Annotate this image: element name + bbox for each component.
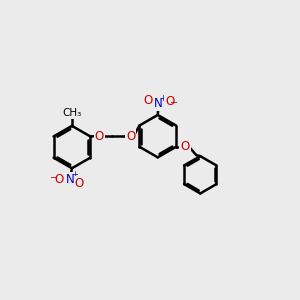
Text: +: + [71, 170, 78, 179]
Text: −: − [170, 98, 178, 108]
Text: O: O [94, 130, 104, 143]
Text: O: O [126, 130, 135, 143]
Text: O: O [180, 140, 190, 153]
Text: O: O [143, 94, 153, 107]
Text: N: N [154, 97, 163, 110]
Text: O: O [75, 177, 84, 190]
Text: O: O [165, 95, 174, 108]
Text: +: + [159, 94, 166, 103]
Text: O: O [55, 173, 64, 186]
Text: N: N [66, 173, 75, 186]
Text: CH₃: CH₃ [62, 109, 82, 118]
Text: −: − [50, 173, 58, 183]
